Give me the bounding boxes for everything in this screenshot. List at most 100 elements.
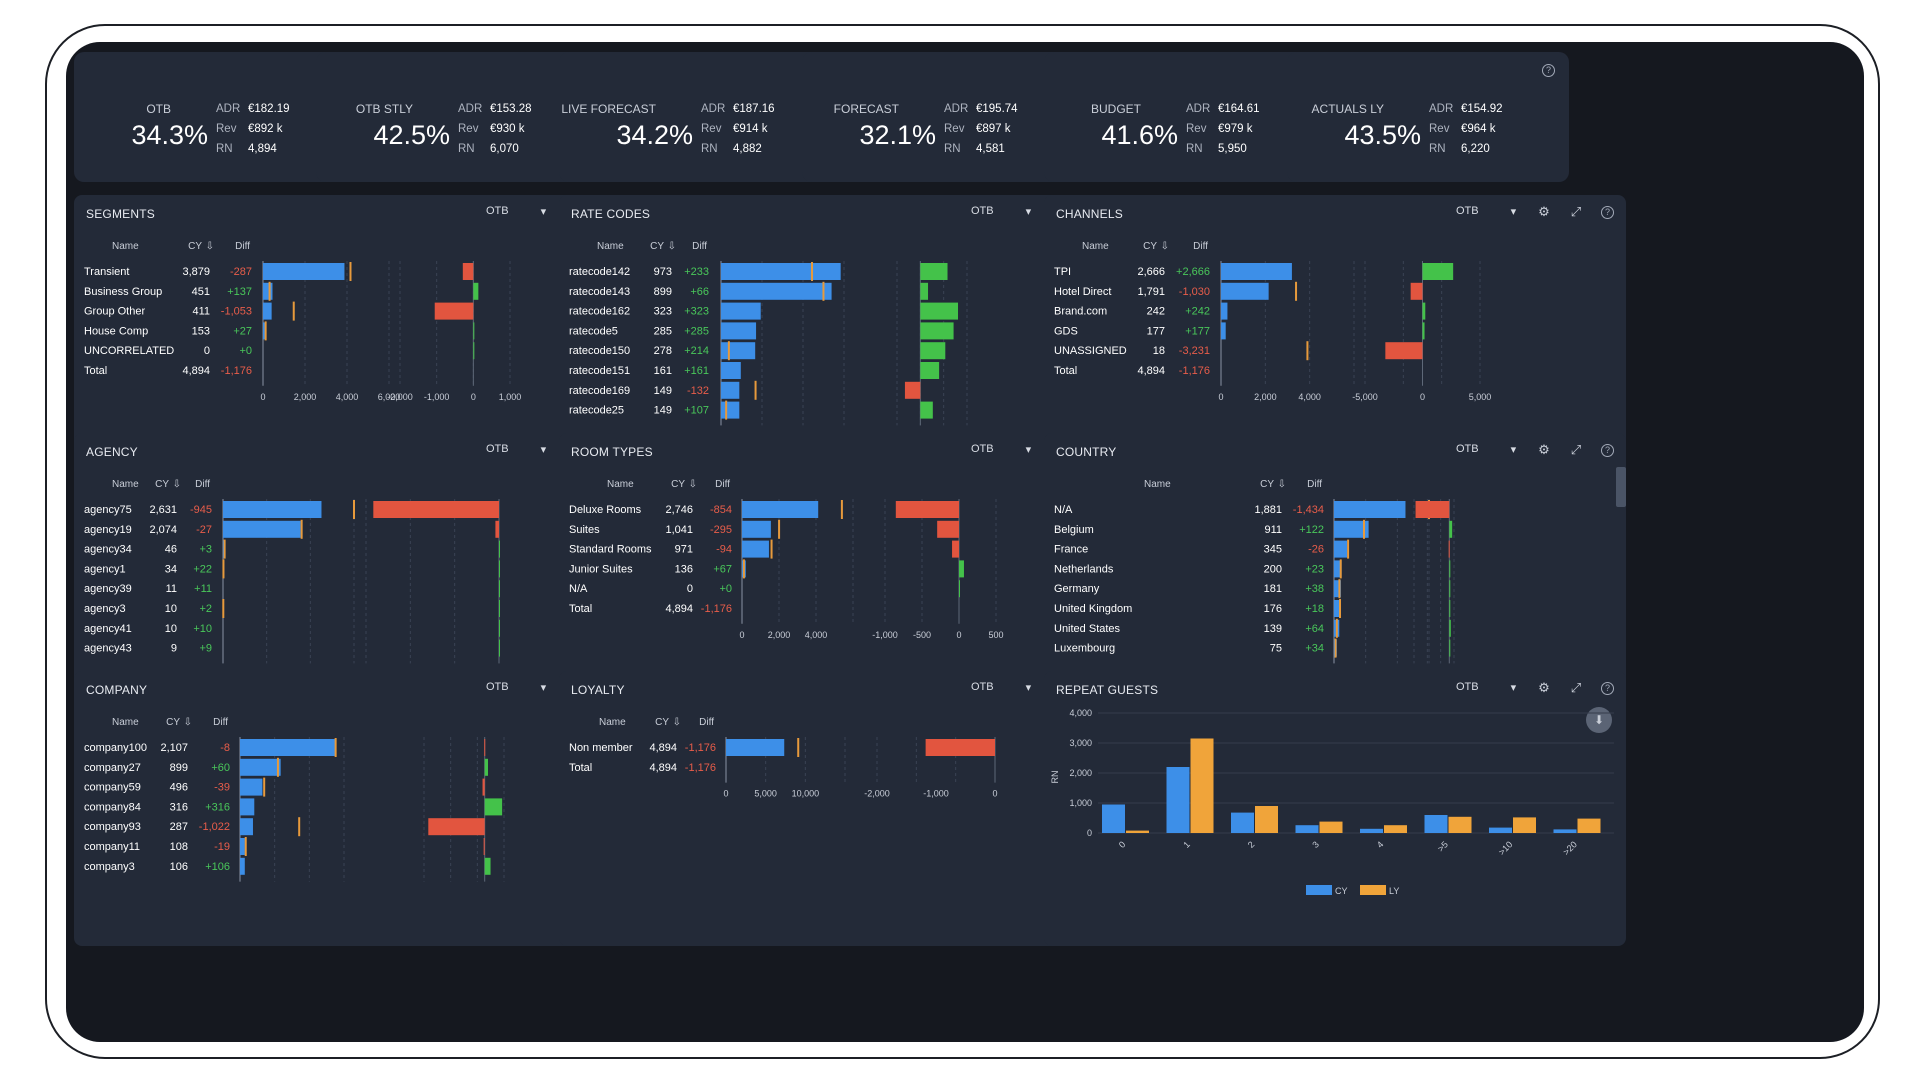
table-row[interactable]: Deluxe Rooms 2,746 -854 xyxy=(569,500,959,519)
diff-bar[interactable] xyxy=(484,739,486,756)
bar-ly[interactable] xyxy=(1255,806,1278,833)
diff-bar[interactable] xyxy=(920,401,933,419)
diff-bar[interactable] xyxy=(499,619,500,637)
table-row[interactable]: agency34 46 +3 xyxy=(84,539,500,559)
diff-bar[interactable] xyxy=(1449,560,1451,578)
measure-select[interactable]: OTB ▾ xyxy=(971,205,1031,218)
expand-icon[interactable]: ⤢ xyxy=(1570,680,1582,695)
measure-select[interactable]: OTB ▾ xyxy=(1456,443,1516,456)
table-row[interactable]: agency19 2,074 -27 xyxy=(84,519,499,539)
diff-bar[interactable] xyxy=(499,580,500,598)
table-row[interactable]: Brand.com 242 +242 xyxy=(1054,302,1426,320)
diff-bar[interactable] xyxy=(484,758,488,776)
bar-cy[interactable] xyxy=(1360,828,1383,833)
table-row[interactable]: agency43 9 +9 xyxy=(84,639,500,657)
sort-icon[interactable]: ⇩ xyxy=(689,479,697,490)
diff-bar[interactable] xyxy=(1422,263,1454,280)
table-row[interactable]: agency41 10 +10 xyxy=(84,619,500,637)
cy-bar[interactable] xyxy=(721,322,757,340)
cy-bar[interactable] xyxy=(742,540,769,558)
cy-bar[interactable] xyxy=(1334,580,1341,598)
diff-bar[interactable] xyxy=(1449,619,1451,637)
diff-bar[interactable] xyxy=(920,302,959,320)
diff-bar[interactable] xyxy=(1448,540,1450,558)
table-row[interactable]: United Kingdom 176 +18 xyxy=(1054,599,1451,618)
bar-ly[interactable] xyxy=(1319,821,1343,833)
diff-bar[interactable] xyxy=(434,302,474,320)
cy-bar[interactable] xyxy=(721,342,756,360)
diff-bar[interactable] xyxy=(959,580,960,598)
diff-bar[interactable] xyxy=(920,322,954,340)
cy-bar[interactable] xyxy=(1221,322,1226,340)
cy-bar[interactable] xyxy=(240,798,255,816)
cy-bar[interactable] xyxy=(240,838,245,855)
bar-cy[interactable] xyxy=(1231,812,1254,833)
sort-icon[interactable]: ⇩ xyxy=(1278,479,1286,490)
table-row[interactable]: Belgium 911 +122 xyxy=(1054,519,1453,539)
diff-bar[interactable] xyxy=(499,560,500,578)
gear-icon[interactable]: ⚙ xyxy=(1538,204,1550,219)
table-row[interactable]: ratecode151 161 +161 xyxy=(569,362,940,379)
table-row[interactable]: Germany 181 +38 xyxy=(1054,579,1451,599)
table-row[interactable]: Non member 4,894 -1,176 xyxy=(569,738,995,757)
col-header-cy[interactable]: CY xyxy=(166,717,180,728)
cy-bar[interactable] xyxy=(240,818,253,836)
cy-bar[interactable] xyxy=(240,778,263,796)
table-row[interactable]: agency39 11 +11 xyxy=(84,580,500,598)
bar-ly[interactable] xyxy=(1384,825,1407,833)
diff-bar[interactable] xyxy=(904,381,921,399)
cy-bar[interactable] xyxy=(263,302,272,320)
col-header-cy[interactable]: CY xyxy=(1260,479,1274,490)
diff-bar[interactable] xyxy=(484,857,491,875)
diff-bar[interactable] xyxy=(920,342,946,360)
measure-select[interactable]: OTB ▾ xyxy=(486,205,546,218)
cy-bar[interactable] xyxy=(263,322,267,340)
bar-ly[interactable] xyxy=(1513,817,1536,833)
cy-bar[interactable] xyxy=(742,501,819,518)
col-header-cy[interactable]: CY xyxy=(1143,241,1157,252)
table-row[interactable]: Luxembourg 75 +34 xyxy=(1054,638,1451,658)
table-row[interactable]: ratecode162 323 +323 xyxy=(569,302,959,320)
table-row[interactable]: TPI 2,666 +2,666 xyxy=(1054,263,1454,280)
table-row[interactable]: company100 2,107 -8 xyxy=(84,738,486,757)
download-icon[interactable]: ⬇ xyxy=(1586,707,1612,733)
diff-bar[interactable] xyxy=(482,778,485,796)
diff-bar[interactable] xyxy=(473,322,475,340)
diff-bar[interactable] xyxy=(373,501,499,518)
measure-select[interactable]: OTB ▾ xyxy=(1456,205,1516,218)
cy-bar[interactable] xyxy=(721,263,841,280)
sort-icon[interactable]: ⇩ xyxy=(668,241,676,252)
cy-bar[interactable] xyxy=(721,362,741,379)
table-row[interactable]: ratecode142 973 +233 xyxy=(569,262,948,281)
diff-bar[interactable] xyxy=(499,639,500,657)
bar-cy[interactable] xyxy=(1424,815,1448,833)
table-row[interactable]: ratecode169 149 -132 xyxy=(569,380,921,400)
bar-cy[interactable] xyxy=(1295,825,1319,833)
gear-icon[interactable]: ⚙ xyxy=(1538,680,1550,695)
diff-bar[interactable] xyxy=(937,520,959,538)
diff-bar[interactable] xyxy=(495,520,499,538)
table-row[interactable]: UNASSIGNED 18 -3,231 xyxy=(1054,341,1423,361)
bar-cy[interactable] xyxy=(1102,804,1125,834)
bar-ly[interactable] xyxy=(1577,818,1601,833)
total-row[interactable]: Total 4,894 -1,176 xyxy=(569,603,732,615)
table-row[interactable]: ratecode143 899 +66 xyxy=(569,281,929,301)
col-header-cy[interactable]: CY xyxy=(155,479,169,490)
cy-bar[interactable] xyxy=(240,739,336,756)
cy-bar[interactable] xyxy=(240,857,245,875)
table-row[interactable]: Junior Suites 136 +67 xyxy=(569,559,964,579)
sort-icon[interactable]: ⇩ xyxy=(673,717,681,728)
table-row[interactable]: company27 899 +60 xyxy=(84,757,488,777)
table-row[interactable]: company84 316 +316 xyxy=(84,798,503,816)
col-header-cy[interactable]: CY xyxy=(671,479,685,490)
table-row[interactable]: Suites 1,041 -295 xyxy=(569,519,959,539)
table-row[interactable]: Transient 3,879 -287 xyxy=(84,262,474,281)
bar-ly[interactable] xyxy=(1190,738,1214,834)
sort-icon[interactable]: ⇩ xyxy=(206,241,214,252)
diff-bar[interactable] xyxy=(1422,302,1426,320)
cy-bar[interactable] xyxy=(1334,501,1406,518)
table-row[interactable]: Netherlands 200 +23 xyxy=(1054,559,1451,579)
